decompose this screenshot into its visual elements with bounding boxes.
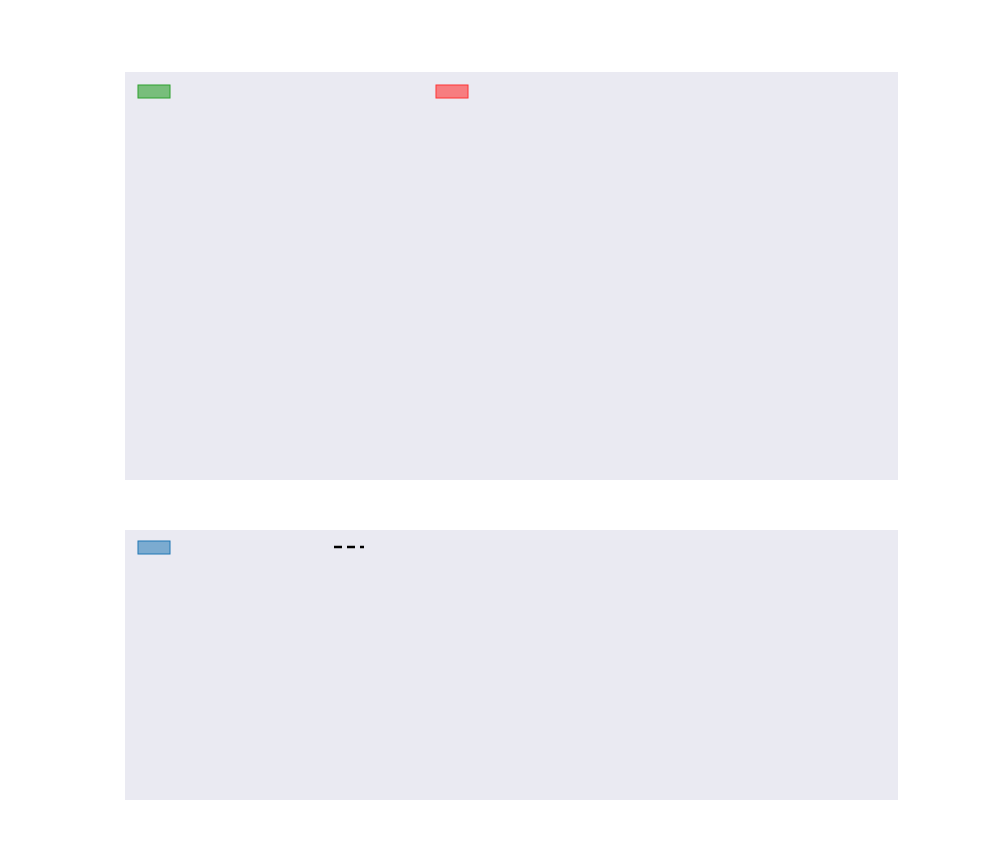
legend-swatch-specs [137, 84, 171, 99]
bottom-plot-area [125, 530, 898, 800]
legend-swatch-oi [137, 540, 171, 555]
bottom-legend [137, 540, 364, 555]
top-plot-area [125, 72, 898, 480]
top-legend [137, 84, 469, 99]
legend-swatch-commercial [435, 84, 469, 99]
